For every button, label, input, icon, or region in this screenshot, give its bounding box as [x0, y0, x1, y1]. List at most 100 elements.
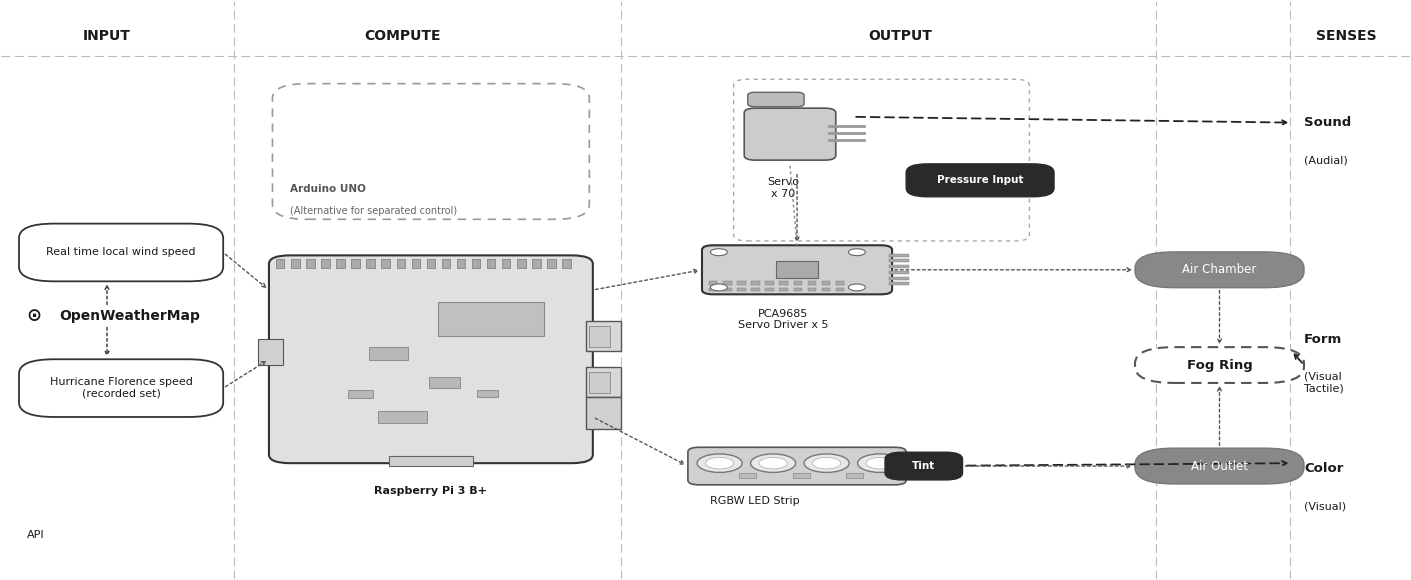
FancyBboxPatch shape [429, 377, 460, 387]
FancyBboxPatch shape [381, 259, 389, 268]
FancyBboxPatch shape [722, 288, 731, 291]
FancyBboxPatch shape [708, 288, 717, 291]
FancyBboxPatch shape [586, 321, 621, 350]
Circle shape [710, 249, 727, 256]
FancyBboxPatch shape [807, 288, 816, 291]
FancyBboxPatch shape [821, 281, 830, 285]
FancyBboxPatch shape [306, 259, 315, 268]
FancyBboxPatch shape [765, 281, 773, 285]
FancyBboxPatch shape [708, 281, 717, 285]
Text: OpenWeatherMap: OpenWeatherMap [59, 309, 200, 323]
FancyBboxPatch shape [471, 259, 480, 268]
FancyBboxPatch shape [1134, 252, 1304, 288]
FancyBboxPatch shape [18, 359, 223, 417]
FancyBboxPatch shape [739, 473, 756, 477]
Text: (Visual): (Visual) [1304, 502, 1346, 512]
Text: API: API [27, 530, 44, 541]
FancyBboxPatch shape [351, 259, 360, 268]
Text: (Alternative for separated control): (Alternative for separated control) [291, 206, 457, 216]
FancyBboxPatch shape [835, 288, 844, 291]
FancyBboxPatch shape [1134, 347, 1304, 383]
FancyBboxPatch shape [586, 397, 621, 429]
FancyBboxPatch shape [270, 255, 593, 463]
FancyBboxPatch shape [258, 339, 284, 365]
FancyBboxPatch shape [835, 281, 844, 285]
FancyBboxPatch shape [487, 259, 495, 268]
FancyBboxPatch shape [737, 281, 745, 285]
FancyBboxPatch shape [336, 259, 344, 268]
FancyBboxPatch shape [277, 259, 285, 268]
Text: Air Chamber: Air Chamber [1182, 263, 1257, 276]
FancyBboxPatch shape [502, 259, 511, 268]
FancyBboxPatch shape [477, 390, 498, 397]
Text: (Visual
Tactile): (Visual Tactile) [1304, 372, 1343, 393]
Text: OUTPUT: OUTPUT [868, 29, 931, 43]
Text: Raspberry Pi 3 B+: Raspberry Pi 3 B+ [374, 486, 487, 496]
FancyBboxPatch shape [751, 288, 759, 291]
FancyBboxPatch shape [586, 367, 621, 397]
FancyBboxPatch shape [793, 473, 810, 477]
Circle shape [759, 458, 787, 469]
FancyBboxPatch shape [457, 259, 466, 268]
Circle shape [804, 454, 849, 472]
Circle shape [858, 454, 903, 472]
Text: Pressure Input: Pressure Input [937, 175, 1023, 186]
Text: SENSES: SENSES [1316, 29, 1377, 43]
FancyBboxPatch shape [349, 390, 373, 398]
FancyBboxPatch shape [703, 245, 892, 294]
Text: Hurricane Florence speed
(recorded set): Hurricane Florence speed (recorded set) [49, 378, 192, 399]
Circle shape [866, 458, 895, 469]
FancyBboxPatch shape [807, 281, 816, 285]
FancyBboxPatch shape [437, 302, 543, 336]
Text: Form: Form [1304, 332, 1342, 346]
FancyBboxPatch shape [396, 259, 405, 268]
Text: PCA9685
Servo Driver x 5: PCA9685 Servo Driver x 5 [738, 309, 828, 331]
FancyBboxPatch shape [442, 259, 450, 268]
Circle shape [813, 458, 841, 469]
Circle shape [706, 458, 734, 469]
Text: Sound: Sound [1304, 116, 1352, 129]
FancyBboxPatch shape [793, 281, 801, 285]
FancyBboxPatch shape [689, 447, 906, 485]
FancyBboxPatch shape [322, 259, 330, 268]
Text: Color: Color [1304, 462, 1343, 476]
FancyBboxPatch shape [516, 259, 525, 268]
FancyBboxPatch shape [889, 277, 909, 280]
Circle shape [848, 249, 865, 256]
FancyBboxPatch shape [889, 253, 909, 256]
Text: RGBW LED Strip: RGBW LED Strip [710, 496, 800, 506]
FancyBboxPatch shape [793, 288, 801, 291]
FancyBboxPatch shape [367, 259, 375, 268]
FancyBboxPatch shape [547, 259, 556, 268]
FancyBboxPatch shape [779, 288, 787, 291]
Text: Fog Ring: Fog Ring [1187, 358, 1253, 372]
FancyBboxPatch shape [906, 164, 1054, 197]
FancyBboxPatch shape [563, 259, 570, 268]
FancyBboxPatch shape [378, 411, 428, 423]
FancyBboxPatch shape [588, 372, 610, 393]
FancyBboxPatch shape [779, 281, 787, 285]
FancyBboxPatch shape [847, 473, 864, 477]
FancyBboxPatch shape [1134, 448, 1304, 484]
FancyBboxPatch shape [368, 347, 408, 360]
Circle shape [697, 454, 742, 472]
FancyBboxPatch shape [889, 265, 909, 268]
FancyBboxPatch shape [737, 288, 745, 291]
Text: Real time local wind speed: Real time local wind speed [47, 248, 196, 258]
FancyBboxPatch shape [426, 259, 435, 268]
Text: Tint: Tint [912, 461, 935, 471]
FancyBboxPatch shape [18, 224, 223, 281]
Text: COMPUTE: COMPUTE [364, 29, 442, 43]
FancyBboxPatch shape [889, 282, 909, 285]
Text: INPUT: INPUT [83, 29, 131, 43]
FancyBboxPatch shape [765, 288, 773, 291]
Circle shape [710, 284, 727, 291]
Circle shape [751, 454, 796, 472]
FancyBboxPatch shape [388, 456, 473, 466]
FancyBboxPatch shape [272, 84, 590, 219]
FancyBboxPatch shape [412, 259, 420, 268]
FancyBboxPatch shape [744, 108, 835, 160]
FancyBboxPatch shape [751, 281, 759, 285]
Circle shape [848, 284, 865, 291]
Text: ⊙: ⊙ [27, 307, 42, 325]
